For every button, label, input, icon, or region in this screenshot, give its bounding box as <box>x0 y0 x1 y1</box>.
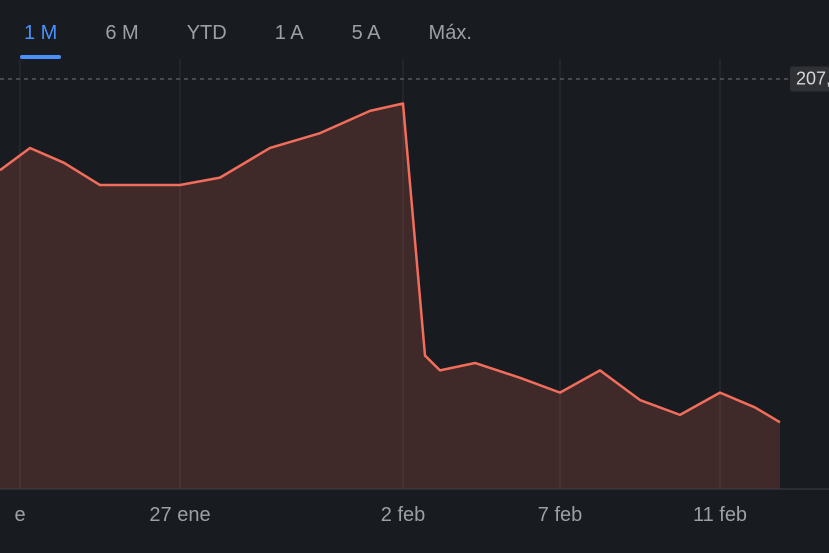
timerange-tab-6m[interactable]: 6 M <box>81 10 162 59</box>
timerange-tab-ytd[interactable]: YTD <box>163 10 251 59</box>
timerange-tab-mx[interactable]: Máx. <box>405 10 496 59</box>
x-tick-label: e <box>14 504 25 527</box>
reference-price-label: 207,3 <box>790 67 829 92</box>
x-tick-label: 7 feb <box>538 504 582 527</box>
timerange-tab-1a[interactable]: 1 A <box>251 10 328 59</box>
x-tick-label: 27 ene <box>149 504 210 527</box>
x-tick-label: 2 feb <box>381 504 425 527</box>
timerange-tab-1m[interactable]: 1 M <box>0 10 81 59</box>
timerange-tabs: 1 M6 MYTD1 A5 AMáx. <box>0 0 829 59</box>
chart-svg <box>0 59 829 549</box>
timerange-tab-5a[interactable]: 5 A <box>328 10 405 59</box>
x-tick-label: 11 feb <box>693 504 747 527</box>
price-chart: 207,3 e 27 ene 2 feb 7 feb 11 feb <box>0 59 829 549</box>
